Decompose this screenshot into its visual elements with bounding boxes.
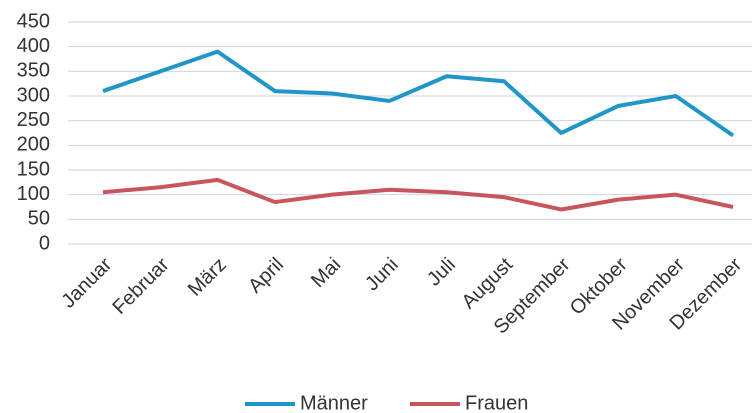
y-tick-label: 200 <box>17 134 50 156</box>
x-tick-label: Juni <box>361 254 403 296</box>
x-tick-label: Februar <box>108 253 173 318</box>
x-tick-label: April <box>244 254 288 298</box>
legend-label: Frauen <box>465 392 528 413</box>
y-tick-label: 400 <box>17 35 50 57</box>
x-tick-label: Mai <box>307 254 345 292</box>
data-line <box>102 177 734 212</box>
legend-label: Männer <box>300 392 368 413</box>
y-tick-label: 150 <box>17 158 50 180</box>
y-tick-label: 0 <box>39 232 50 254</box>
x-tick-label: Juli <box>423 254 460 291</box>
data-line <box>102 49 735 138</box>
x-tick-label: März <box>184 254 231 301</box>
y-tick-label: 50 <box>28 208 50 230</box>
y-tick-label: 450 <box>17 10 50 32</box>
y-tick-label: 100 <box>17 183 50 205</box>
y-tick-label: 350 <box>17 60 50 82</box>
y-tick-label: 300 <box>17 84 50 106</box>
y-tick-label: 250 <box>17 109 50 131</box>
